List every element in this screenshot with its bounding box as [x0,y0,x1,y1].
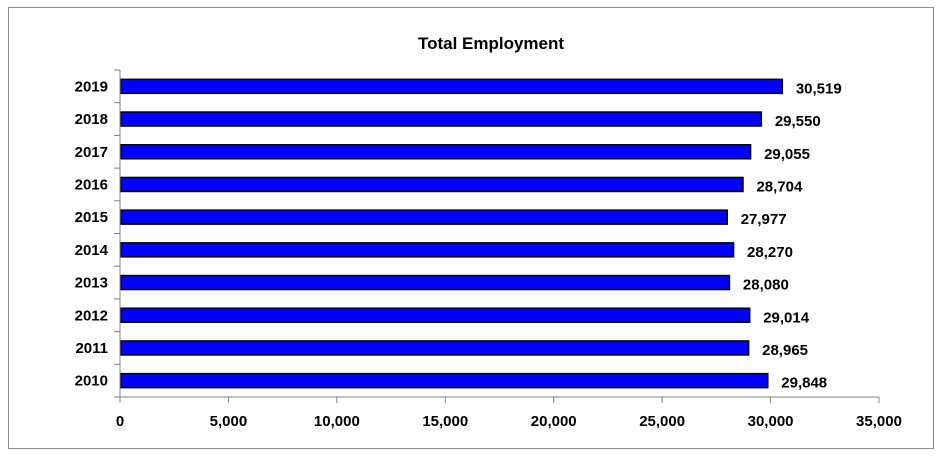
category-label-2016: 2016 [75,176,108,193]
bar-2013 [119,274,731,291]
data-label-2018: 29,550 [775,113,821,130]
data-label-2013: 28,080 [743,277,789,294]
x-tick-label: 0 [116,413,124,430]
x-tick-label: 10,000 [314,413,360,430]
bar-2012 [119,307,751,323]
bar-2016 [119,176,744,193]
category-label-2017: 2017 [75,144,108,161]
x-tick-label: 35,000 [856,413,902,430]
data-label-2019: 30,519 [796,80,842,97]
category-label-2010: 2010 [75,373,108,390]
category-label-2011: 2011 [75,340,108,357]
bar-2010 [119,372,769,389]
data-label-2010: 29,848 [781,375,827,392]
bar-2018 [119,111,763,127]
category-label-2014: 2014 [75,242,109,259]
data-label-2012: 29,014 [763,309,810,326]
data-label-2016: 28,704 [756,178,803,195]
bar-2015 [119,209,728,225]
data-label-2015: 27,977 [741,211,787,228]
category-label-2018: 2018 [75,111,108,128]
bar-2017 [119,144,752,160]
total-employment-chart: Total Employment 2010 29,848 2011 28,965 201… [75,34,902,430]
x-tick-label: 30,000 [748,413,794,430]
category-label-2013: 2013 [75,275,108,292]
x-tick-label: 20,000 [531,413,577,430]
x-tick-label: 5,000 [210,413,248,430]
category-label-2019: 2019 [75,78,108,95]
x-tick-label: 15,000 [422,413,468,430]
x-tick-label: 25,000 [639,413,685,430]
bar-2011 [119,340,750,356]
chart-title: Total Employment [418,34,564,53]
category-label-2015: 2015 [75,209,108,226]
chart-frame: Total Employment 2010 29,848 2011 28,965 201… [8,7,934,449]
bar-2014 [119,242,735,258]
bar-2019 [119,78,784,95]
data-label-2017: 29,055 [764,146,810,163]
data-label-2011: 28,965 [762,342,808,359]
category-label-2012: 2012 [75,307,108,324]
data-label-2014: 28,270 [747,244,793,261]
